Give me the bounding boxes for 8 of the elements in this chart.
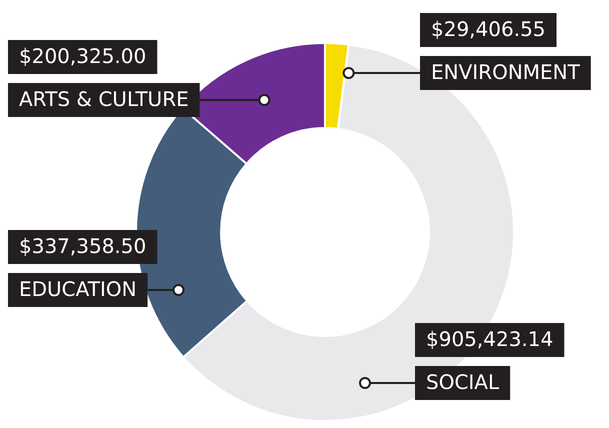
data-label: $29,406.55 xyxy=(431,17,546,42)
slice-label: SOCIAL xyxy=(426,370,500,394)
slice-label: EDUCATION xyxy=(19,277,137,302)
data-label: $337,358.50 xyxy=(19,234,146,258)
slice-label: ENVIRONMENT xyxy=(431,60,581,84)
slice-label: ARTS & CULTURE xyxy=(19,87,189,112)
data-label: $200,325.00 xyxy=(19,44,146,68)
data-label: $905,423.14 xyxy=(426,327,554,352)
